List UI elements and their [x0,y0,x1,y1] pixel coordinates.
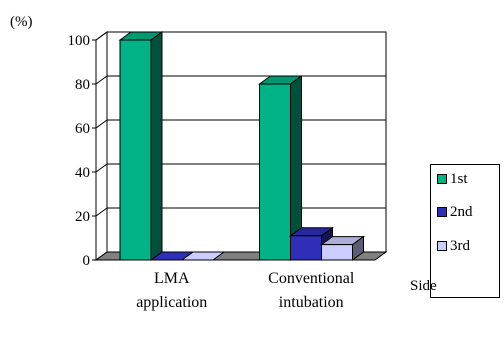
legend-item-1st: 1st [437,171,468,187]
chart-legend: 1st 2nd 3rd [430,164,500,298]
y-tick-label: 20 [75,209,90,225]
bar-1st-0 [119,39,152,261]
x-tick-label-1-0: Conventional [268,270,355,287]
bar-2nd-1 [290,235,322,261]
y-tick-label: 60 [75,121,90,137]
gridline-side [95,163,108,173]
bar-1st-1 [259,83,291,261]
gridline-side [95,75,108,85]
y-tick-label: 100 [68,33,91,49]
x-tick-label-0-1: application [136,294,207,311]
legend-label-3rd: 3rd [450,238,470,254]
y-tick-label: 80 [75,77,90,93]
legend-swatch-2nd [437,207,447,217]
legend-item-3rd: 3rd [437,238,470,254]
legend-swatch-3rd [437,241,447,251]
x-tick-label-0-0: LMA [154,270,190,287]
legend-item-2nd: 2nd [437,204,473,220]
y-tick-label: 40 [75,165,90,181]
legend-label-1st: 1st [450,171,468,187]
legend-side-label: Side [410,278,437,294]
chart-side-wall [95,31,108,261]
gridline-side [95,31,108,41]
y-tick-label: 0 [83,253,91,269]
legend-label-2nd: 2nd [450,204,473,220]
bar-3rd-1 [321,244,353,261]
bar-side-1st-0 [150,31,163,261]
bar-3rd-0 [180,251,226,261]
y-unit-label: (%) [10,14,33,30]
x-tick-label-1-1: intubation [279,294,344,311]
gridline-side [95,207,108,217]
gridline-side [95,119,108,129]
legend-swatch-1st [437,174,447,184]
